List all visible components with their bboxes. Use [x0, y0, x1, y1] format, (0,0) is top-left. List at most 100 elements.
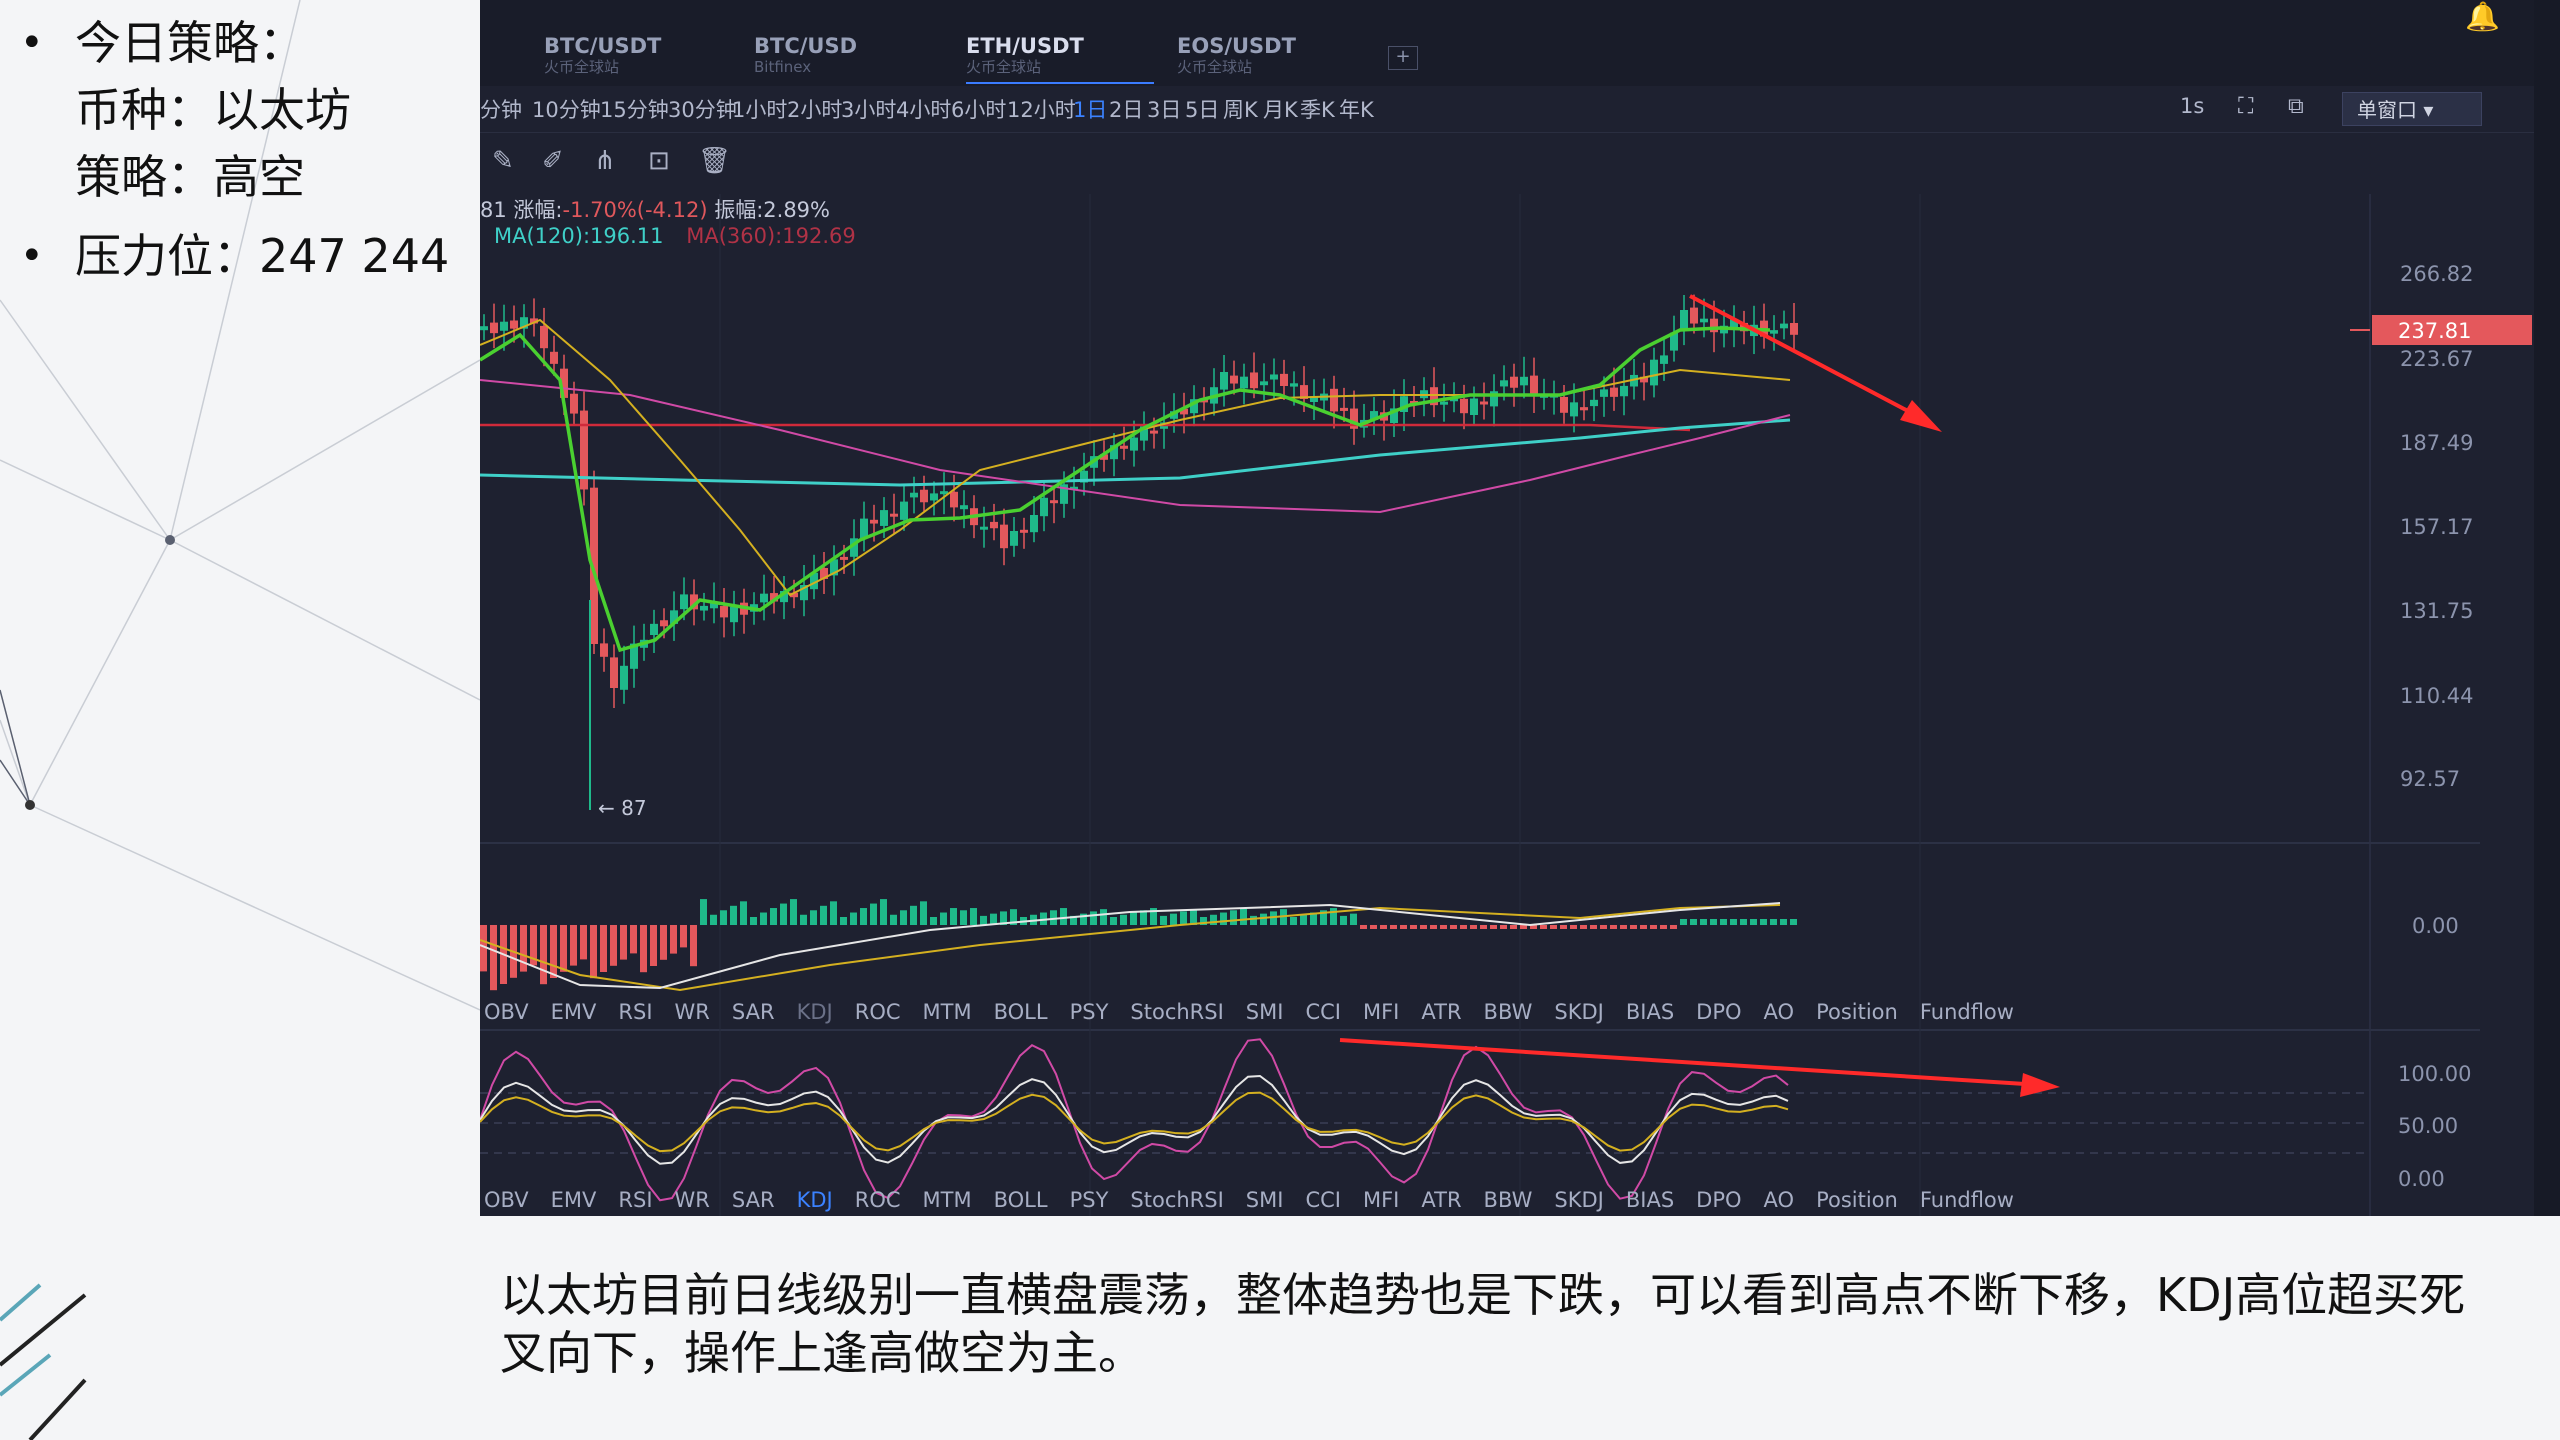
timeframe-4[interactable]: 1小时: [732, 98, 788, 122]
macd-bar: [1470, 925, 1477, 929]
candle: [1310, 396, 1318, 402]
candle: [940, 491, 948, 495]
right-scrollbar[interactable]: [2534, 0, 2560, 1216]
macd-bar: [1410, 925, 1417, 929]
timeframe-8[interactable]: 6小时: [951, 98, 1007, 122]
window-layout-icon[interactable]: ⧉: [2288, 94, 2304, 119]
candle-info-line: 81 涨幅:-1.70%(-4.12) 振幅:2.89%: [480, 194, 830, 224]
brush-icon[interactable]: ✐: [542, 146, 564, 176]
indicator-tab-smi[interactable]: SMI: [1245, 1000, 1284, 1024]
timeframe-12[interactable]: 3日: [1147, 98, 1182, 122]
indicator-tab-fundflow[interactable]: Fundflow: [1919, 1188, 2014, 1212]
indicator-tab-skdj[interactable]: SKDJ: [1554, 1188, 1604, 1212]
indicator-tab-obv[interactable]: OBV: [484, 1000, 529, 1024]
tab-eth-usdt[interactable]: ETH/USDT 火币全球站: [966, 34, 1154, 84]
indicator-tab-bias[interactable]: BIAS: [1625, 1000, 1675, 1024]
candle: [1320, 393, 1328, 401]
macd-bar: [1640, 925, 1647, 929]
candle: [1350, 408, 1358, 429]
indicator-tab-wr[interactable]: WR: [674, 1188, 710, 1212]
indicator-tab-obv[interactable]: OBV: [484, 1188, 529, 1212]
draw-line-icon[interactable]: ✎: [492, 146, 514, 176]
indicator-tab-emv[interactable]: EMV: [550, 1188, 597, 1212]
indicator-tab-cci[interactable]: CCI: [1305, 1188, 1341, 1212]
indicator-tab-wr[interactable]: WR: [674, 1000, 710, 1024]
indicator-tab-emv[interactable]: EMV: [550, 1000, 597, 1024]
macd-bar: [1390, 925, 1397, 929]
indicator-tab-roc[interactable]: ROC: [854, 1188, 901, 1212]
timeframe-3[interactable]: 30分钟: [668, 98, 737, 122]
indicator-tab-fundflow[interactable]: Fundflow: [1919, 1000, 2014, 1024]
timeframe-13[interactable]: 5日: [1185, 98, 1220, 122]
trash-icon[interactable]: 🗑: [698, 146, 732, 176]
indicator-tab-roc[interactable]: ROC: [854, 1000, 901, 1024]
indicator-tab-position[interactable]: Position: [1816, 1000, 1898, 1024]
add-tab-button[interactable]: +: [1388, 46, 1418, 70]
timeframe-15[interactable]: 月K: [1263, 98, 1298, 122]
indicator-tab-sar[interactable]: SAR: [731, 1000, 775, 1024]
timeframe-17[interactable]: 年K: [1339, 98, 1374, 122]
indicator-tab-cci[interactable]: CCI: [1305, 1000, 1341, 1024]
macd-bar: [480, 925, 487, 972]
indicator-tab-boll[interactable]: BOLL: [993, 1188, 1048, 1212]
indicator-tab-bias[interactable]: BIAS: [1625, 1188, 1675, 1212]
indicator-tab-ao[interactable]: AO: [1763, 1188, 1795, 1212]
tab-eos-usdt[interactable]: EOS/USDT 火币全球站: [1177, 34, 1296, 82]
measure-icon[interactable]: ⊡: [648, 146, 670, 176]
indicator-tab-kdj[interactable]: KDJ: [796, 1000, 833, 1024]
macd-bar: [950, 908, 957, 925]
macd-bar: [940, 912, 947, 925]
macd-bar: [550, 925, 557, 978]
indicator-tab-mfi[interactable]: MFI: [1362, 1000, 1400, 1024]
indicator-tab-mfi[interactable]: MFI: [1362, 1188, 1400, 1212]
timeframe-6[interactable]: 3小时: [841, 98, 897, 122]
candle: [1700, 318, 1708, 323]
macd-bar: [790, 899, 797, 925]
indicator-tab-mtm[interactable]: MTM: [922, 1188, 972, 1212]
kdj-axis-label: 0.00: [2398, 1167, 2445, 1191]
indicator-tab-kdj[interactable]: KDJ: [796, 1188, 833, 1212]
timeframe-2[interactable]: 15分钟: [600, 98, 669, 122]
indicator-tab-rsi[interactable]: RSI: [618, 1000, 653, 1024]
indicator-tab-ao[interactable]: AO: [1763, 1000, 1795, 1024]
indicator-tab-psy[interactable]: PSY: [1069, 1000, 1109, 1024]
window-mode-select[interactable]: 单窗口 ▾: [2342, 92, 2482, 126]
macd-bar: [1130, 912, 1137, 925]
timeframe-14[interactable]: 周K: [1223, 98, 1258, 122]
candle: [1050, 500, 1058, 504]
timeframe-9[interactable]: 12小时: [1007, 98, 1076, 122]
indicator-tab-dpo[interactable]: DPO: [1696, 1188, 1742, 1212]
bell-icon[interactable]: 🔔: [2465, 0, 2500, 33]
macd-bar: [930, 917, 937, 925]
timeframe-16[interactable]: 季K: [1300, 98, 1335, 122]
timeframe-11[interactable]: 2日: [1109, 98, 1144, 122]
candle: [550, 351, 558, 364]
indicator-tab-rsi[interactable]: RSI: [618, 1188, 653, 1212]
macd-bar: [800, 914, 807, 925]
indicator-tab-mtm[interactable]: MTM: [922, 1000, 972, 1024]
indicator-tab-smi[interactable]: SMI: [1245, 1188, 1284, 1212]
pattern-icon[interactable]: ⋔: [594, 146, 616, 176]
indicator-tab-stochrsi[interactable]: StochRSI: [1130, 1188, 1224, 1212]
indicator-tab-sar[interactable]: SAR: [731, 1188, 775, 1212]
indicator-tab-dpo[interactable]: DPO: [1696, 1000, 1742, 1024]
timeframe-7[interactable]: 4小时: [896, 98, 952, 122]
tab-btc-usdt[interactable]: BTC/USDT 火币全球站: [544, 34, 661, 82]
candle: [1370, 411, 1378, 420]
indicator-tab-skdj[interactable]: SKDJ: [1554, 1000, 1604, 1024]
indicator-tab-stochrsi[interactable]: StochRSI: [1130, 1000, 1224, 1024]
interval-label[interactable]: 1s: [2180, 94, 2205, 118]
timeframe-0[interactable]: 分钟: [480, 98, 522, 122]
indicator-tab-bbw[interactable]: BBW: [1483, 1188, 1533, 1212]
timeframe-10[interactable]: 1日: [1073, 98, 1108, 122]
tab-btc-usd[interactable]: BTC/USD Bitfinex: [754, 34, 857, 82]
indicator-tab-atr[interactable]: ATR: [1421, 1188, 1462, 1212]
timeframe-1[interactable]: 10分钟: [532, 98, 601, 122]
timeframe-5[interactable]: 2小时: [787, 98, 843, 122]
fullscreen-icon[interactable]: ⛶: [2238, 94, 2254, 119]
indicator-tab-atr[interactable]: ATR: [1421, 1000, 1462, 1024]
indicator-tab-psy[interactable]: PSY: [1069, 1188, 1109, 1212]
indicator-tab-bbw[interactable]: BBW: [1483, 1000, 1533, 1024]
indicator-tab-boll[interactable]: BOLL: [993, 1000, 1048, 1024]
indicator-tab-position[interactable]: Position: [1816, 1188, 1898, 1212]
